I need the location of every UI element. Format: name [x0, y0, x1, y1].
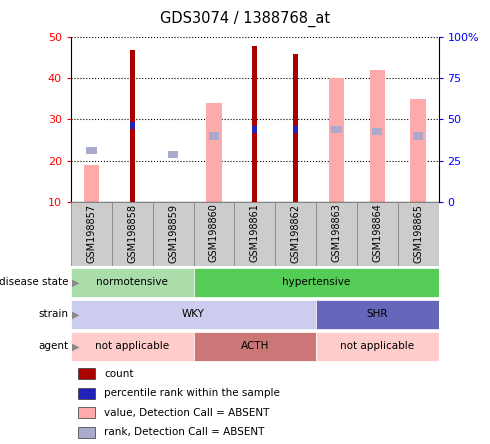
- Bar: [316, 332, 439, 361]
- Text: ACTH: ACTH: [241, 341, 269, 351]
- Text: strain: strain: [39, 309, 69, 319]
- Bar: [275, 202, 316, 266]
- Bar: [293, 54, 298, 202]
- Text: GSM198857: GSM198857: [86, 203, 97, 263]
- Text: WKY: WKY: [182, 309, 205, 319]
- Text: GSM198864: GSM198864: [372, 203, 382, 262]
- Bar: [369, 70, 385, 202]
- Bar: [372, 128, 382, 135]
- Bar: [130, 122, 135, 129]
- Bar: [78, 388, 95, 399]
- Text: GSM198859: GSM198859: [168, 203, 178, 262]
- Bar: [168, 151, 178, 158]
- Bar: [413, 132, 423, 139]
- Text: GSM198862: GSM198862: [291, 203, 301, 262]
- Text: GDS3074 / 1388768_at: GDS3074 / 1388768_at: [160, 11, 330, 27]
- Bar: [71, 268, 194, 297]
- Bar: [206, 103, 221, 202]
- Text: ▶: ▶: [72, 278, 79, 287]
- Bar: [71, 300, 316, 329]
- Bar: [331, 126, 342, 133]
- Bar: [234, 202, 275, 266]
- Bar: [209, 132, 219, 139]
- Text: ▶: ▶: [72, 309, 79, 319]
- Bar: [194, 202, 234, 266]
- Bar: [252, 126, 257, 133]
- Bar: [316, 202, 357, 266]
- Bar: [398, 202, 439, 266]
- Bar: [71, 332, 194, 361]
- Text: GSM198863: GSM198863: [331, 203, 342, 262]
- Bar: [252, 46, 257, 202]
- Text: SHR: SHR: [367, 309, 388, 319]
- Text: agent: agent: [39, 341, 69, 351]
- Bar: [78, 407, 95, 418]
- Text: not applicable: not applicable: [340, 341, 415, 351]
- Bar: [194, 332, 316, 361]
- Bar: [329, 79, 344, 202]
- Text: GSM198865: GSM198865: [413, 203, 423, 262]
- Text: disease state: disease state: [0, 278, 69, 287]
- Bar: [130, 50, 135, 202]
- Bar: [316, 300, 439, 329]
- Text: ▶: ▶: [72, 341, 79, 351]
- Bar: [71, 202, 112, 266]
- Text: normotensive: normotensive: [97, 278, 168, 287]
- Bar: [153, 202, 194, 266]
- Bar: [84, 165, 99, 202]
- Bar: [78, 369, 95, 379]
- Bar: [86, 147, 97, 154]
- Bar: [293, 126, 298, 133]
- Bar: [194, 268, 439, 297]
- Bar: [357, 202, 398, 266]
- Bar: [410, 99, 426, 202]
- Text: rank, Detection Call = ABSENT: rank, Detection Call = ABSENT: [104, 427, 265, 437]
- Text: percentile rank within the sample: percentile rank within the sample: [104, 388, 280, 398]
- Text: not applicable: not applicable: [95, 341, 170, 351]
- Text: hypertensive: hypertensive: [282, 278, 350, 287]
- Text: GSM198858: GSM198858: [127, 203, 137, 262]
- Bar: [78, 427, 95, 437]
- Bar: [112, 202, 153, 266]
- Text: value, Detection Call = ABSENT: value, Detection Call = ABSENT: [104, 408, 270, 418]
- Text: count: count: [104, 369, 134, 379]
- Text: GSM198861: GSM198861: [250, 203, 260, 262]
- Text: GSM198860: GSM198860: [209, 203, 219, 262]
